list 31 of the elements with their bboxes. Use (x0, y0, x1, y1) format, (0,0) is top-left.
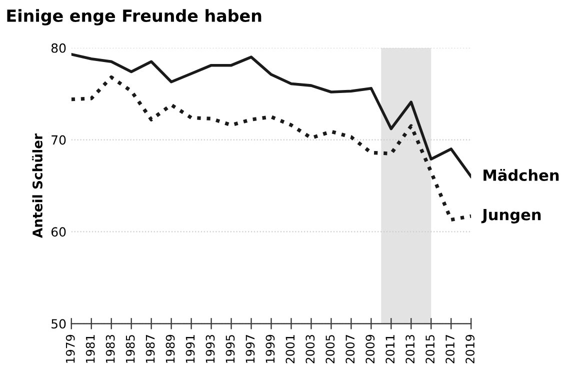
x-tick-label: 2017 (446, 335, 455, 364)
x-tick-label: 1995 (226, 335, 235, 363)
x-tick-label: 1997 (246, 335, 255, 363)
x-tick-label: 2007 (346, 335, 355, 364)
line-series (71, 52, 472, 178)
x-tick-label: 2001 (286, 335, 295, 364)
x-tick-label: 2011 (386, 335, 395, 364)
x-tick-label: 1991 (186, 335, 195, 363)
y-tick-label: 60 (51, 227, 66, 237)
x-tick-label: 1999 (266, 334, 275, 363)
chart-title: Einige enge Freunde haben (7, 9, 262, 26)
y-tick-label: 70 (52, 135, 66, 145)
x-tick-label: 1987 (146, 335, 155, 363)
x-tick-label: 1985 (126, 335, 135, 363)
x-tick-label: 2009 (366, 334, 375, 364)
x-tick-label: 1993 (206, 335, 215, 363)
x-tick-label: 2015 (426, 335, 435, 364)
x-tick-label: 2003 (306, 335, 315, 364)
y-tick-label: 50 (52, 319, 66, 329)
x-tick-label: 1979 (66, 334, 75, 363)
y-tick-label: 80 (51, 43, 66, 53)
x-tick-label: 2005 (326, 335, 335, 364)
x-tick-label: 2019 (466, 334, 474, 364)
y-axis-title: Anteil Schüler (32, 134, 42, 238)
x-tick-label: 1989 (166, 334, 175, 363)
line-series (71, 75, 472, 222)
x-tick-label: 1981 (86, 335, 95, 363)
x-tick-label: 2013 (406, 335, 415, 364)
series-label: Jungen (481, 209, 541, 224)
series-label: Mädchen (484, 168, 559, 181)
x-tick-label: 1983 (106, 335, 115, 363)
